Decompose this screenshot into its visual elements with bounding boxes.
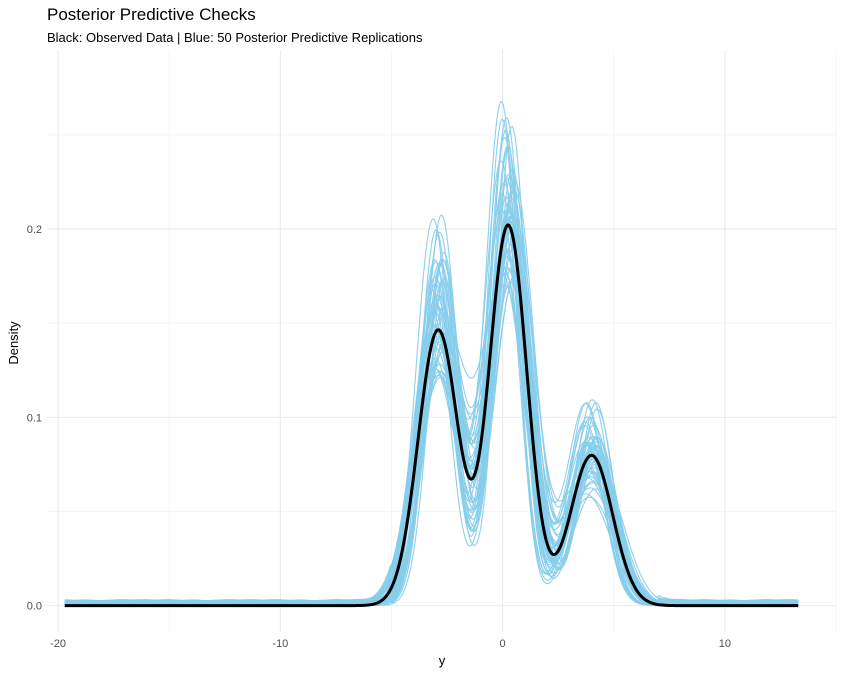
observed-line-group xyxy=(64,223,799,608)
replication-lines xyxy=(64,100,799,607)
x-tick-label: -20 xyxy=(50,638,66,650)
chart-subtitle: Black: Observed Data | Blue: 50 Posterio… xyxy=(47,30,423,45)
y-tick-label: 0.1 xyxy=(27,412,42,424)
replication-line xyxy=(64,245,799,607)
y-axis-title: Density xyxy=(6,321,21,365)
replication-line xyxy=(64,198,799,607)
replication-line xyxy=(64,193,799,607)
x-axis-title: y xyxy=(439,653,446,668)
replication-line xyxy=(64,100,799,607)
y-tick-label: 0.2 xyxy=(27,224,42,236)
y-tick-label: 0.0 xyxy=(27,601,42,613)
replication-line xyxy=(64,209,799,607)
chart-title: Posterior Predictive Checks xyxy=(47,5,256,24)
observed-line xyxy=(64,223,799,608)
tick-labels: -20 -10 0 10 0.0 0.1 0.2 xyxy=(27,224,731,650)
replication-line xyxy=(64,246,799,607)
replication-line xyxy=(64,192,799,607)
x-tick-label: -10 xyxy=(272,638,288,650)
x-tick-label: 0 xyxy=(500,638,506,650)
replication-line xyxy=(64,244,799,607)
grid xyxy=(47,50,837,632)
replication-line xyxy=(64,189,799,607)
replication-line xyxy=(64,196,799,607)
replication-line xyxy=(64,190,799,607)
x-tick-label: 10 xyxy=(719,638,731,650)
